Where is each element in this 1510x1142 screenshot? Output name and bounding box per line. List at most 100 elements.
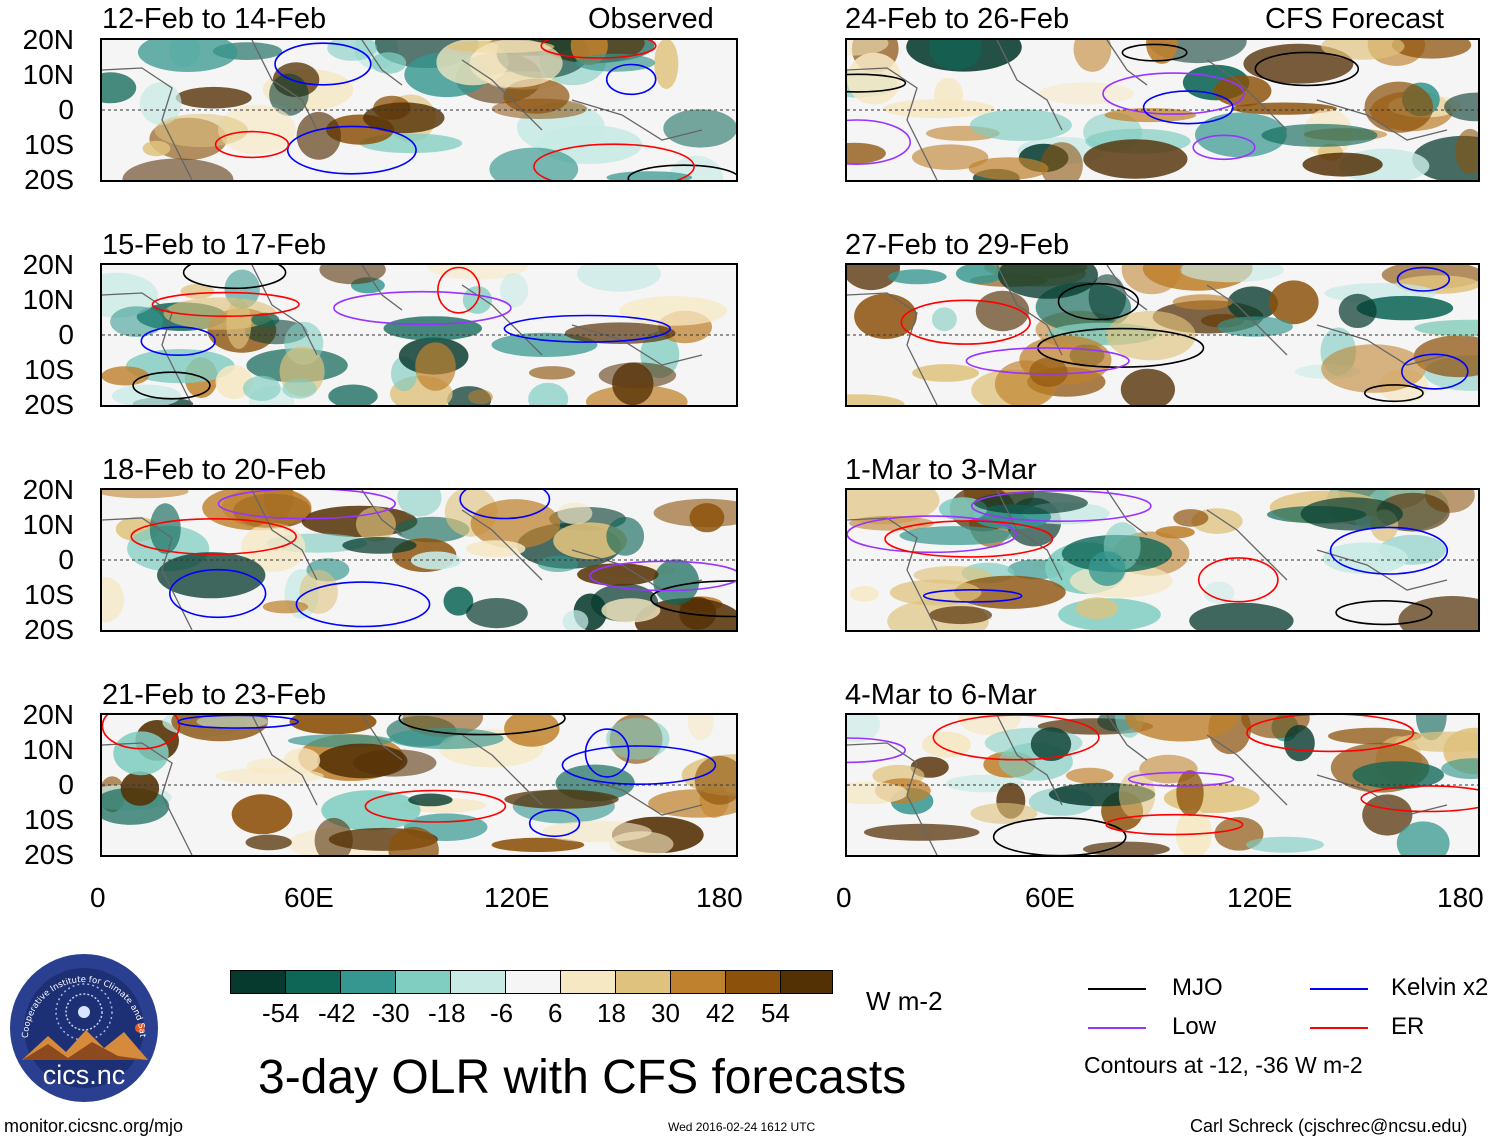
olr-anomaly-blob bbox=[1338, 293, 1377, 328]
wave-contour bbox=[932, 715, 1100, 761]
colorbar-swatch bbox=[450, 970, 506, 994]
wave-contour bbox=[1057, 282, 1140, 321]
olr-anomaly-blob bbox=[296, 111, 341, 160]
olr-anomaly-blob bbox=[180, 284, 215, 299]
wave-contour bbox=[1396, 266, 1451, 292]
olr-anomaly-blob bbox=[934, 77, 963, 113]
panel-title: 4-Mar to 6-Mar bbox=[845, 679, 1037, 711]
colorbar-swatch bbox=[285, 970, 341, 994]
lat-label: 10N bbox=[22, 734, 74, 765]
olr-anomaly-blob bbox=[321, 790, 421, 831]
wave-contour bbox=[847, 119, 911, 165]
lat-label: 20S bbox=[24, 164, 74, 195]
olr-anomaly-blob bbox=[557, 502, 593, 525]
colorbar-units: W m-2 bbox=[866, 986, 943, 1016]
olr-anomaly-blob bbox=[1076, 597, 1118, 620]
olr-anomaly-blob bbox=[899, 526, 1013, 546]
panel-title: 21-Feb to 23-Feb bbox=[102, 679, 327, 711]
olr-anomaly-blob bbox=[1106, 310, 1196, 361]
olr-anomaly-blob bbox=[443, 586, 474, 616]
lat-label: 0 bbox=[58, 544, 74, 575]
lon-label: 120E bbox=[484, 882, 550, 913]
olr-anomaly-blob bbox=[562, 610, 589, 630]
wave-contour bbox=[884, 520, 1054, 558]
olr-anomaly-blob bbox=[157, 552, 266, 599]
wave-contour bbox=[1364, 384, 1424, 403]
olr-anomaly-blob bbox=[968, 157, 1049, 180]
olr-anomaly-blob bbox=[410, 551, 462, 570]
site-url[interactable]: monitor.cicsnc.org/mjo bbox=[4, 1116, 184, 1136]
logo-text: cics.nc bbox=[43, 1060, 126, 1090]
timestamp: Wed 2016-02-24 1612 UTC bbox=[668, 1120, 816, 1134]
olr-anomaly-blob bbox=[931, 307, 957, 332]
olr-anomaly-blob bbox=[847, 394, 905, 405]
olr-anomaly-blob bbox=[888, 269, 947, 285]
colorbar-swatch bbox=[670, 970, 726, 994]
olr-anomaly-blob bbox=[397, 490, 442, 517]
olr-anomaly-blob bbox=[504, 789, 619, 809]
olr-anomaly-blob bbox=[262, 600, 309, 614]
olr-anomaly-blob bbox=[687, 715, 714, 741]
lat-label: 20N bbox=[22, 249, 74, 280]
legend-line-kelvin bbox=[1310, 988, 1368, 990]
olr-anomaly-blob bbox=[679, 596, 717, 630]
olr-anomaly-blob bbox=[1444, 92, 1478, 122]
cics-logo: Cooperative Institute for Climate and Sa… bbox=[5, 945, 160, 1104]
olr-anomaly-blob bbox=[469, 40, 563, 88]
olr-anomaly-blob bbox=[1217, 316, 1293, 337]
wave-contour bbox=[398, 715, 566, 736]
olr-anomaly-blob bbox=[929, 606, 992, 625]
olr-anomaly-blob bbox=[1395, 731, 1478, 752]
olr-anomaly-blob bbox=[466, 540, 526, 558]
lat-label: 20N bbox=[22, 24, 74, 55]
legend-line-low bbox=[1088, 1027, 1146, 1029]
olr-anomaly-blob bbox=[1321, 344, 1426, 393]
figure-title: 3-day OLR with CFS forecasts bbox=[258, 1051, 907, 1104]
olr-anomaly-blob bbox=[975, 290, 1030, 332]
olr-anomaly-blob bbox=[1125, 715, 1238, 742]
wave-contour bbox=[168, 568, 267, 619]
olr-anomaly-blob bbox=[120, 771, 160, 806]
wave-contour bbox=[295, 581, 431, 628]
olr-anomaly-blob bbox=[912, 364, 980, 382]
olr-anomaly-blob bbox=[122, 158, 234, 180]
lat-label: 10N bbox=[22, 284, 74, 315]
colorbar-label: -18 bbox=[428, 998, 466, 1028]
olr-anomaly-blob bbox=[955, 265, 1004, 284]
map-panel-observed-2 bbox=[100, 263, 738, 407]
wave-contour bbox=[1246, 715, 1415, 753]
olr-anomaly-blob bbox=[1413, 335, 1478, 378]
olr-anomaly-blob bbox=[110, 306, 164, 337]
olr-anomaly-blob bbox=[328, 384, 378, 405]
olr-anomaly-blob bbox=[663, 109, 736, 148]
lon-label: 60E bbox=[1025, 882, 1075, 913]
olr-anomaly-blob bbox=[1203, 581, 1235, 604]
wave-contour bbox=[437, 266, 481, 314]
olr-anomaly-blob bbox=[653, 559, 700, 605]
legend-line-er bbox=[1310, 1027, 1368, 1029]
olr-anomaly-blob bbox=[1088, 551, 1126, 586]
legend-label-kelvin: Kelvin x2 bbox=[1391, 974, 1489, 1001]
olr-anomaly-blob bbox=[601, 598, 661, 623]
colorbar-label: -30 bbox=[372, 998, 410, 1028]
wave-contour bbox=[650, 580, 736, 618]
olr-anomaly-blob bbox=[1302, 152, 1383, 177]
colorbar-swatch bbox=[395, 970, 451, 994]
observed-label: Observed bbox=[588, 3, 714, 35]
lat-label: 10S bbox=[24, 354, 74, 385]
wave-contour bbox=[533, 143, 695, 180]
olr-anomaly-blob bbox=[847, 265, 900, 291]
olr-anomaly-blob bbox=[1175, 809, 1213, 855]
wave-contour bbox=[286, 125, 417, 175]
wave-contour bbox=[503, 314, 671, 343]
lon-label: 0 bbox=[836, 882, 852, 913]
olr-anomaly-blob bbox=[1284, 724, 1315, 762]
olr-anomaly-blob bbox=[319, 265, 386, 285]
legend-line-mjo bbox=[1088, 988, 1146, 990]
olr-anomaly-blob bbox=[491, 837, 585, 852]
panel-title: 1-Mar to 3-Mar bbox=[845, 454, 1037, 486]
colorbar-swatch bbox=[725, 970, 781, 994]
lat-label: 20N bbox=[22, 699, 74, 730]
olr-anomaly-blob bbox=[653, 498, 736, 527]
colorbar-swatch bbox=[340, 970, 396, 994]
